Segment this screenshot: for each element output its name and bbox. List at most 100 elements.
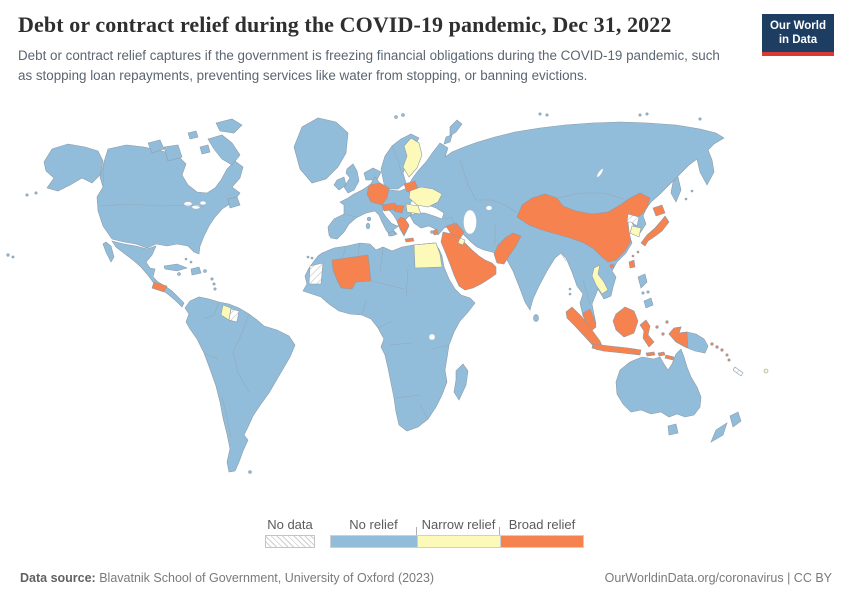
island-antilles	[212, 282, 216, 286]
country-australia[interactable]	[615, 348, 702, 418]
country-hungary[interactable]	[393, 204, 405, 214]
legend-swatch-no-data[interactable]	[265, 535, 315, 548]
arctic-island	[199, 144, 211, 155]
island-puerto-rico	[203, 269, 207, 273]
data-source-label: Data source:	[20, 571, 96, 585]
island-moluccas	[655, 325, 659, 329]
country-honduras[interactable]	[151, 281, 168, 293]
country-solomon-islands[interactable]	[710, 342, 714, 346]
country-laos[interactable]	[591, 264, 609, 295]
country-timor-leste[interactable]	[664, 354, 675, 361]
island-arctic	[545, 113, 549, 117]
owid-logo-accent	[761, 51, 834, 56]
region-new-caledonia[interactable]	[732, 366, 744, 377]
country-jamaica[interactable]	[177, 272, 181, 276]
country-ireland[interactable]	[333, 176, 347, 191]
attribution[interactable]: OurWorldinData.org/coronavirus | CC BY	[604, 571, 832, 585]
continent-eurasia[interactable]	[327, 121, 725, 330]
country-philippines-mindanao[interactable]	[643, 297, 654, 309]
arctic-island	[187, 130, 199, 140]
data-source: Data source: Blavatnik School of Governm…	[20, 571, 434, 585]
great-lakes	[183, 201, 193, 207]
island-antilles	[210, 277, 214, 281]
country-finland[interactable]	[402, 137, 423, 178]
country-solomon-islands[interactable]	[715, 345, 719, 349]
country-ukraine[interactable]	[408, 186, 443, 208]
continent-africa[interactable]	[302, 242, 476, 432]
island-newfoundland	[227, 196, 241, 209]
island-crete	[404, 237, 415, 243]
country-greenland[interactable]	[293, 117, 349, 184]
island-tasmania	[667, 423, 679, 436]
legend-tick	[416, 527, 417, 535]
caspian-sea	[463, 209, 477, 235]
country-philippines-luzon[interactable]	[637, 273, 648, 289]
island-svalbard	[401, 113, 405, 117]
country-greece[interactable]	[396, 216, 410, 236]
country-lebanon[interactable]	[432, 228, 439, 236]
no-data-layer	[228, 213, 744, 377]
legend-swatch-no-relief[interactable]	[330, 535, 417, 548]
country-cuba[interactable]	[163, 263, 188, 272]
region-west-new-guinea[interactable]	[668, 326, 689, 349]
island-canary	[310, 256, 314, 260]
country-canada-usa[interactable]	[96, 144, 244, 255]
legend-label-narrow-relief[interactable]: Narrow relief	[421, 517, 496, 532]
legend-label-no-data: No data	[267, 517, 313, 532]
legend-swatch-broad-relief[interactable]	[500, 535, 584, 548]
island-falkland	[248, 470, 252, 474]
island-sulawesi[interactable]	[639, 319, 655, 348]
owid-logo-box: Our World in Data	[761, 14, 834, 52]
country-saudi-arabia-yemen[interactable]	[440, 231, 497, 291]
country-united-kingdom[interactable]	[343, 163, 360, 194]
country-madagascar[interactable]	[453, 363, 469, 401]
country-north-korea[interactable]	[626, 213, 640, 227]
country-new-zealand-north[interactable]	[729, 411, 742, 428]
country-vanuatu[interactable]	[725, 353, 729, 357]
country-romania[interactable]	[405, 203, 422, 215]
island-canary	[306, 255, 310, 259]
region-western-sahara[interactable]	[308, 262, 324, 285]
country-japan-honshu[interactable]	[640, 215, 670, 247]
island-arctic	[638, 113, 642, 117]
country-new-zealand-south[interactable]	[710, 422, 728, 443]
island-andaman	[568, 287, 572, 291]
legend-swatch-narrow-relief[interactable]	[417, 535, 500, 548]
country-sri-lanka[interactable]	[533, 314, 539, 322]
island-ryukyu	[631, 254, 635, 258]
island-kuril	[690, 189, 694, 193]
owid-logo[interactable]: Our World in Data	[761, 14, 834, 56]
country-south-korea[interactable]	[629, 225, 642, 238]
aral-sea	[485, 205, 493, 211]
country-taiwan[interactable]	[628, 259, 636, 269]
country-germany[interactable]	[366, 182, 390, 206]
country-alaska[interactable]	[43, 143, 104, 192]
lake-victoria	[428, 333, 436, 341]
page-title: Debt or contract relief during the COVID…	[18, 12, 672, 37]
island-java[interactable]	[591, 343, 642, 356]
country-solomon-islands[interactable]	[720, 348, 724, 352]
island-sardinia	[365, 222, 371, 230]
legend-label-broad-relief[interactable]: Broad relief	[508, 517, 576, 532]
country-fiji[interactable]	[763, 368, 769, 374]
island-hispaniola[interactable]	[190, 266, 202, 276]
world-map	[0, 105, 850, 505]
country-mali[interactable]	[331, 254, 372, 290]
country-kuwait[interactable]	[457, 237, 466, 246]
world-map-svg	[6, 112, 769, 474]
country-japan-hokkaido[interactable]	[652, 204, 666, 217]
country-egypt[interactable]	[413, 242, 443, 269]
country-pakistan[interactable]	[493, 232, 522, 265]
country-iceland[interactable]	[363, 167, 382, 181]
country-mexico-central-america[interactable]	[111, 240, 185, 308]
country-vanuatu[interactable]	[727, 358, 731, 362]
island-novaya-zemlya	[449, 119, 463, 137]
island-kuril	[684, 197, 688, 201]
legend-label-no-relief[interactable]: No relief	[349, 517, 398, 532]
country-iraq[interactable]	[445, 222, 465, 240]
island-borneo[interactable]	[612, 306, 639, 338]
continent-south-america[interactable]	[184, 296, 296, 473]
aleutian-island	[25, 193, 29, 197]
island-sakhalin	[670, 176, 682, 203]
country-suriname[interactable]	[228, 308, 240, 323]
